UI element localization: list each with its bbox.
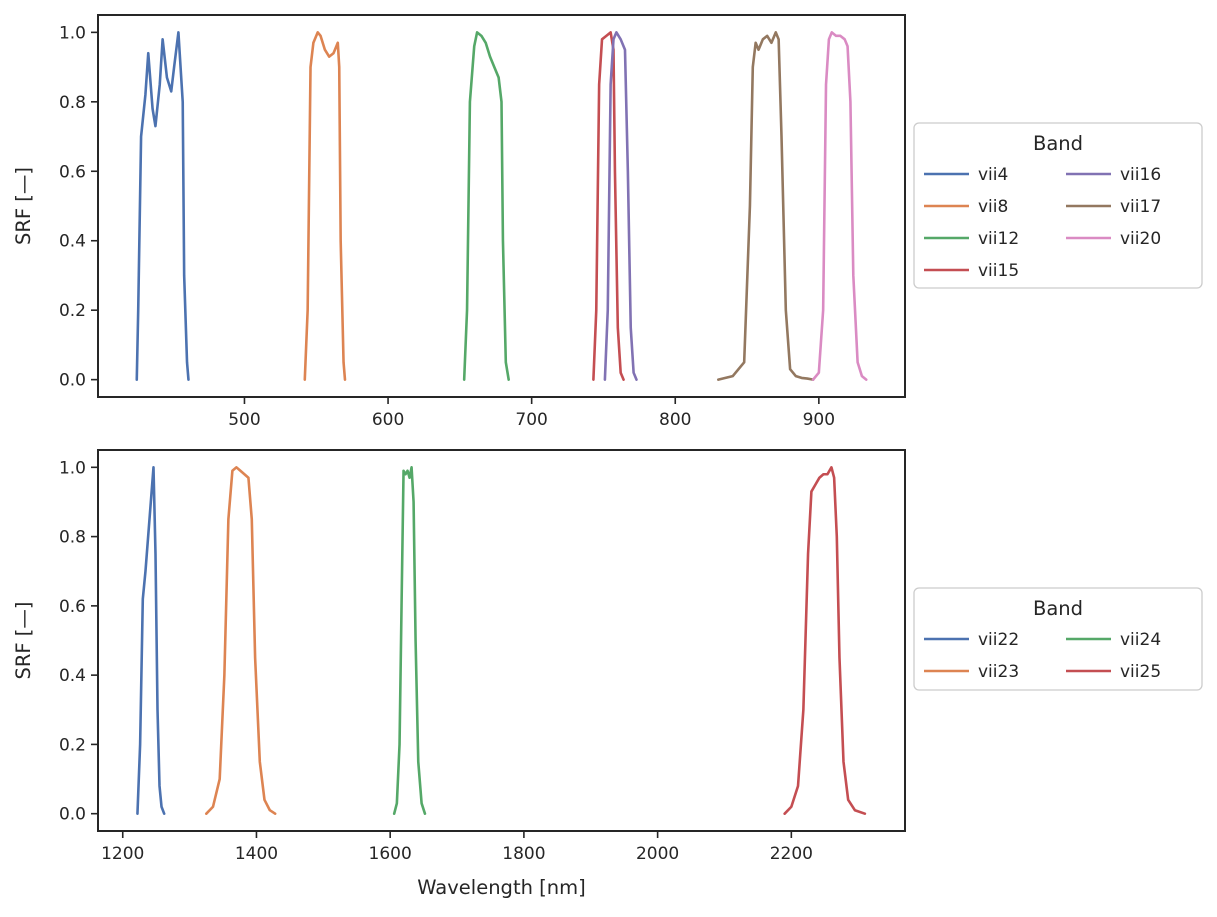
- series-line-vii17: [717, 31, 815, 381]
- y-tick-label: 0.0: [59, 805, 86, 825]
- y-tick-label: 0.4: [59, 666, 86, 686]
- x-tick-label: 600: [372, 410, 404, 430]
- y-tick-label: 1.0: [59, 458, 86, 478]
- x-axis-label: Wavelength [nm]: [417, 876, 585, 899]
- y-axis-label: SRF [—]: [12, 167, 35, 245]
- x-tick-label: 1200: [101, 844, 144, 864]
- chart-panel-2: 1200 1400 1600 1800 2000 2200 0.0 0.2 0.4 0.6 0.8 1…: [12, 449, 1203, 899]
- legend-box: [913, 122, 1203, 289]
- legend-label-vii22: vii22: [978, 630, 1019, 650]
- series-line-vii20: [811, 31, 868, 381]
- x-tick-label: 1600: [369, 844, 412, 864]
- x-tick-label: 2000: [636, 844, 679, 864]
- x-tick-label: 2200: [770, 844, 813, 864]
- series-line-vii8: [303, 31, 347, 381]
- y-tick-label: 0.8: [59, 528, 86, 548]
- y-tick-label: 1.0: [59, 23, 86, 43]
- plot-frame: [97, 14, 906, 398]
- legend-label-vii24: vii24: [1120, 630, 1161, 650]
- series-line-vii22: [136, 466, 166, 815]
- legend-label-vii20: vii20: [1120, 229, 1161, 249]
- x-tick-label: 700: [515, 410, 547, 430]
- series-line-vii15: [592, 31, 625, 381]
- legend: Band vii4 vii8 vii12 vii15 vii16 vii17 vii20: [913, 122, 1203, 289]
- series-lines: [135, 31, 868, 381]
- y-tick-label: 0.4: [59, 232, 86, 252]
- x-tick-label: 1800: [502, 844, 545, 864]
- legend-box: [913, 587, 1203, 691]
- x-tick-label: 900: [803, 410, 835, 430]
- series-lines: [136, 466, 867, 815]
- legend-title: Band: [1033, 132, 1083, 155]
- series-line-vii16: [603, 31, 638, 381]
- chart-panel-1: 500 600 700 800 900 0.0 0.2 0.4 0.6 0.8 1.0 SRF [—]…: [12, 14, 1203, 430]
- legend: Band vii22 vii23 vii24 vii25: [913, 587, 1203, 691]
- series-line-vii23: [205, 466, 277, 815]
- x-tick-label: 1400: [235, 844, 278, 864]
- y-tick-label: 0.2: [59, 735, 86, 755]
- y-tick-label: 0.6: [59, 597, 86, 617]
- series-line-vii12: [462, 31, 510, 381]
- legend-label-vii16: vii16: [1120, 165, 1161, 185]
- x-tick-label: 500: [228, 410, 260, 430]
- series-line-vii4: [135, 31, 190, 381]
- legend-label-vii15: vii15: [978, 261, 1019, 281]
- y-tick-label: 0.8: [59, 93, 86, 113]
- legend-title: Band: [1033, 597, 1083, 620]
- y-axis-label: SRF [—]: [12, 601, 35, 679]
- legend-label-vii25: vii25: [1120, 662, 1161, 682]
- x-tick-label: 800: [659, 410, 691, 430]
- y-tick-label: 0.6: [59, 162, 86, 182]
- series-line-vii24: [392, 466, 427, 815]
- y-tick-label: 0.2: [59, 301, 86, 321]
- y-tick-label: 0.0: [59, 371, 86, 391]
- plot-frame: [97, 449, 906, 832]
- legend-label-vii23: vii23: [978, 662, 1019, 682]
- legend-label-vii17: vii17: [1120, 197, 1161, 217]
- legend-label-vii8: vii8: [978, 197, 1008, 217]
- legend-label-vii4: vii4: [978, 165, 1008, 185]
- series-line-vii25: [783, 466, 867, 815]
- legend-label-vii12: vii12: [978, 229, 1019, 249]
